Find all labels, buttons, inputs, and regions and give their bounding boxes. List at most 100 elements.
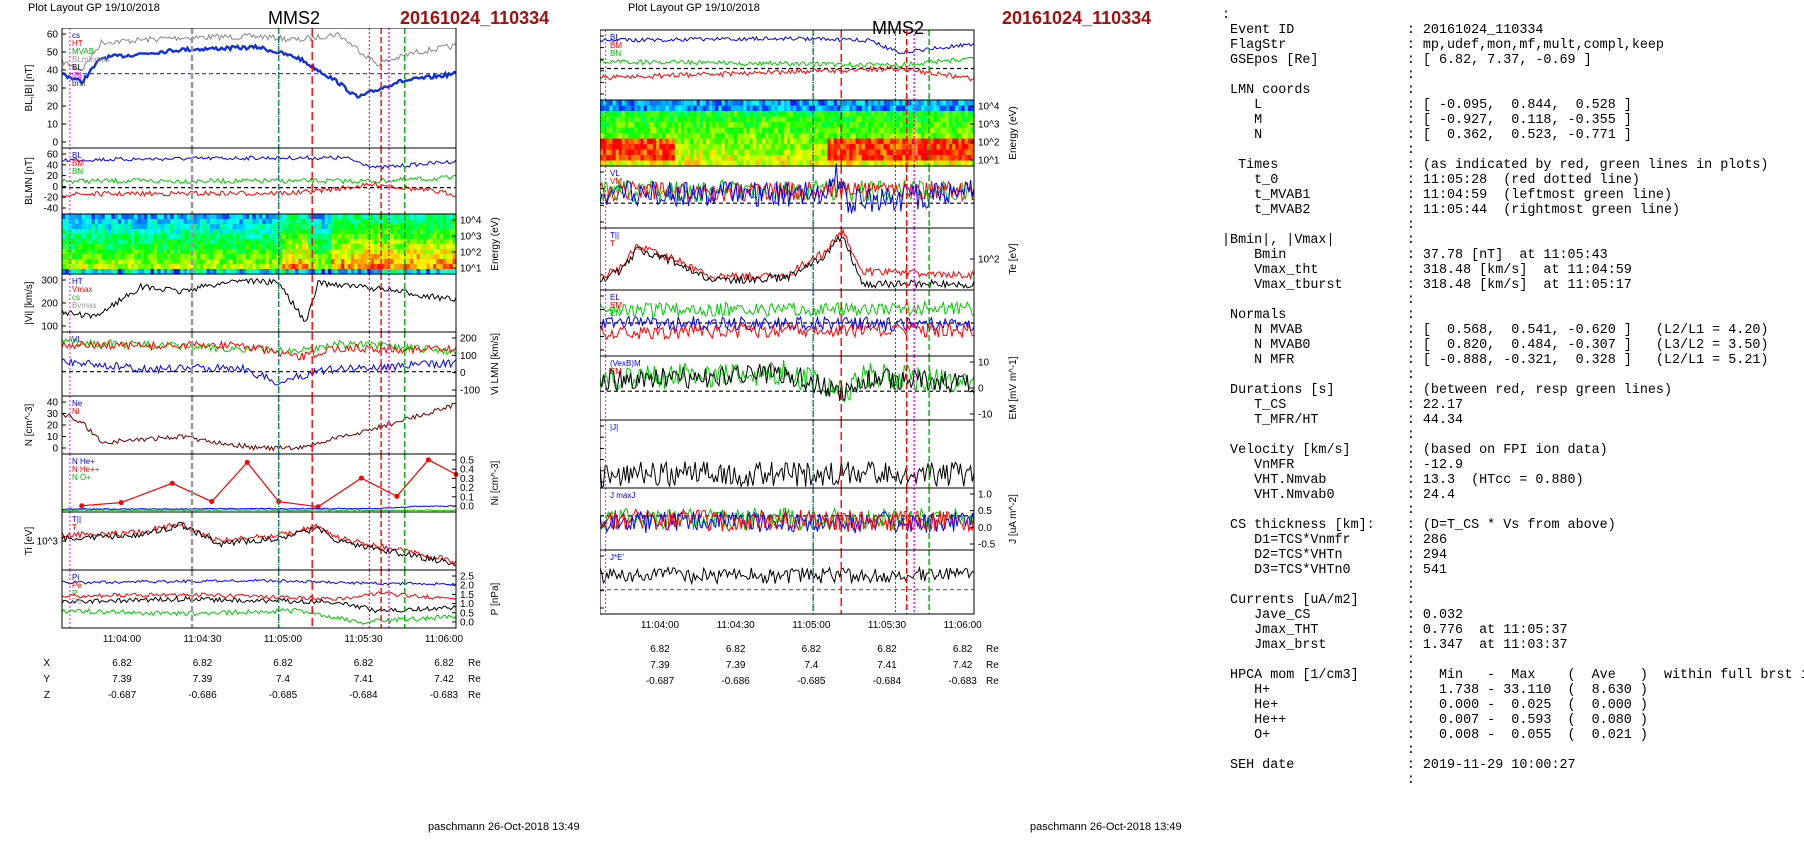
- info-line: :: [1222, 293, 1415, 308]
- spectrogram-cell: [222, 259, 227, 265]
- spectrogram-cell: [341, 259, 345, 265]
- spectrogram-cell: [249, 269, 254, 275]
- spectrogram-cell: [383, 219, 388, 225]
- spectrogram-cell: [858, 149, 863, 156]
- spectrogram-cell: [206, 239, 211, 245]
- spectrogram-cell: [824, 138, 829, 145]
- spectrogram-cell: [255, 269, 260, 275]
- spectrogram-cell: [790, 149, 794, 156]
- spectrogram-cell: [970, 133, 975, 140]
- spectrogram-cell: [370, 259, 375, 265]
- spectrogram-cell: [762, 144, 766, 151]
- spectrogram-cell: [91, 229, 96, 235]
- spectrogram-cell: [687, 155, 691, 162]
- spectrogram-cell: [952, 100, 956, 107]
- spectrogram-cell: [930, 149, 935, 156]
- spectrogram-cell: [734, 111, 738, 118]
- spectrogram-cell: [927, 149, 931, 156]
- spectrogram-cell: [183, 249, 188, 255]
- spectrogram-cell: [130, 264, 135, 270]
- spectrogram-cell: [94, 249, 99, 255]
- spectrogram-cell: [236, 224, 240, 230]
- spectrogram-cell: [649, 155, 654, 162]
- spectrogram-cell: [836, 100, 841, 107]
- spectrogram-cell: [945, 149, 950, 156]
- spectrogram-cell: [649, 116, 654, 123]
- spectrogram-cell: [693, 155, 698, 162]
- spectrogram-cell: [396, 249, 401, 255]
- spectrogram-cell: [852, 116, 857, 123]
- spectrogram-cell: [446, 214, 450, 220]
- spectrogram-cell: [955, 144, 959, 151]
- spectrogram-cell: [833, 111, 838, 118]
- spectrogram-cell: [226, 219, 231, 225]
- spectrogram-cell: [818, 111, 822, 118]
- spectrogram-cell: [833, 127, 838, 134]
- spectrogram-cell: [108, 234, 112, 240]
- tick-label: 300: [41, 276, 58, 287]
- spectrogram-cell: [282, 214, 286, 220]
- spectrogram-cell: [288, 254, 293, 260]
- legend-entry: Pb: [72, 597, 82, 606]
- spectrogram-cell: [653, 122, 657, 129]
- spectrogram-cell: [889, 133, 894, 140]
- spectrogram-cell: [662, 138, 666, 145]
- spectrogram-cell: [871, 127, 875, 134]
- spectrogram-cell: [939, 149, 944, 156]
- spectrogram-cell: [157, 219, 162, 225]
- spectrogram-cell: [665, 111, 670, 118]
- spectrogram-cell: [758, 127, 763, 134]
- spectrogram-cell: [843, 111, 847, 118]
- spectrogram-cell: [945, 111, 950, 118]
- spectrogram-cell: [367, 214, 372, 220]
- spectrogram-cell: [176, 244, 181, 250]
- spectrogram-cell: [341, 234, 345, 240]
- spectrogram-cell: [967, 122, 972, 129]
- spectrogram-cell: [442, 239, 447, 245]
- spectrogram-cell: [242, 264, 247, 270]
- spectrogram-cell: [321, 259, 326, 265]
- info-line: Durations [s] : (between red, resp green…: [1222, 383, 1672, 398]
- spectrogram-cell: [665, 155, 670, 162]
- spectrogram-cell: [783, 100, 788, 107]
- spectrogram-cell: [75, 224, 79, 230]
- spectrogram-cell: [874, 144, 878, 151]
- spectrogram-cell: [945, 138, 950, 145]
- spectrogram-cell: [933, 149, 938, 156]
- spectrogram-cell: [308, 239, 313, 245]
- spectrogram-cell: [902, 105, 906, 112]
- spectrogram-cell: [893, 122, 897, 129]
- spectrogram-cell: [765, 155, 769, 162]
- legend-entry: J*E': [610, 553, 624, 562]
- spectrogram-cell: [163, 249, 168, 255]
- spectrogram-cell: [930, 160, 935, 167]
- spectrogram-cell: [967, 127, 972, 134]
- spectrogram-cell: [140, 244, 145, 250]
- spectrogram-cell: [790, 111, 794, 118]
- spectrogram-cell: [755, 133, 760, 140]
- spectrogram-cell: [249, 224, 254, 230]
- spectrogram-cell: [288, 259, 293, 265]
- spectrogram-cell: [724, 111, 729, 118]
- series-line: [600, 299, 975, 318]
- legend-entry: BL: [72, 63, 82, 72]
- spectrogram-cell: [889, 155, 894, 162]
- spectrogram-cell: [843, 160, 847, 167]
- spectrogram-cell: [206, 254, 211, 260]
- spectrogram-cell: [121, 249, 125, 255]
- spectrogram-cell: [127, 259, 132, 265]
- time-tick: 11:05:30: [868, 620, 907, 631]
- spectrogram-cell: [780, 160, 785, 167]
- spectrogram-cell: [743, 144, 748, 151]
- spectrogram-cell: [914, 100, 919, 107]
- tick-label: 10^2: [978, 255, 1000, 266]
- spectrogram-cell: [693, 149, 698, 156]
- spectrogram-cell: [762, 122, 766, 129]
- spectrogram-cell: [252, 264, 257, 270]
- spectrogram-cell: [958, 155, 963, 162]
- spectrogram-cell: [615, 105, 620, 112]
- spectrogram-cell: [603, 100, 607, 107]
- spectrogram-cell: [449, 269, 454, 275]
- spectrogram-cell: [373, 259, 378, 265]
- spectrogram-cell: [199, 259, 204, 265]
